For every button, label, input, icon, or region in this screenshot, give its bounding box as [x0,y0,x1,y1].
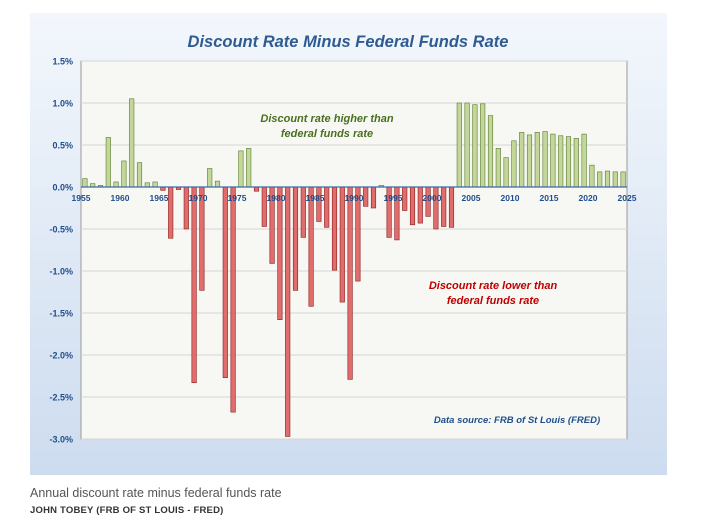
bar-1969 [191,186,197,384]
x-tick-label: 1970 [189,193,208,203]
x-tick-label: 1960 [111,193,130,203]
chart-frame: Discount Rate Minus Federal Funds Rate 1… [30,13,667,475]
bar-2005 [472,104,478,188]
bar-1997 [409,186,416,226]
bar-1992 [370,186,377,209]
chart: Discount Rate Minus Federal Funds Rate 1… [49,33,637,445]
bar-1973 [222,186,228,378]
y-tick-label: -1.0% [49,267,73,277]
bar-1982 [292,186,299,291]
x-tick-label: 2020 [579,193,598,203]
bar-2019 [581,133,587,188]
bar-1959 [113,181,119,188]
bar-2017 [565,136,572,188]
bar-1996 [402,186,408,211]
y-tick-label: 0.0% [52,183,73,193]
bar-2013 [534,132,540,188]
bar-1966 [168,186,174,239]
y-tick-label: 1.5% [52,57,73,67]
bar-1971 [207,168,213,188]
bar-1984 [308,186,314,307]
x-tick-label: 1985 [306,193,325,203]
x-tick-label: 1990 [345,193,364,203]
bar-2008 [495,148,501,188]
bar-2003 [456,102,462,188]
y-axis-ticks: 1.5% 1.0% 0.5% 0.0% -0.5% -1.0% -1.5% -2.0% -2.5… [49,57,73,445]
bar-1963 [144,182,150,188]
bar-2016 [558,135,564,188]
bar-2022 [604,170,611,188]
bar-2010 [511,140,517,188]
x-tick-label: 2025 [618,193,637,203]
bar-1989 [347,186,353,380]
y-tick-label: -3.0% [49,435,73,445]
bar-2021 [597,171,603,188]
x-tick-label: 2000 [423,193,442,203]
bar-2015 [550,133,556,188]
x-tick-label: 2015 [540,193,559,203]
chart-title: Discount Rate Minus Federal Funds Rate [188,33,509,51]
bar-1980 [277,186,283,321]
figure-credit: JOHN TOBEY (FRB OF ST LOUIS - FRED) [30,505,224,516]
bar-1958 [105,137,111,188]
bar-2009 [503,157,509,188]
bar-2014 [542,131,548,188]
x-tick-label: 2005 [462,193,481,203]
bar-2018 [573,137,579,188]
y-tick-label: -1.5% [49,309,73,319]
bar-2006 [480,103,486,188]
x-tick-label: 2010 [501,193,520,203]
bar-1964 [152,181,158,188]
figure-caption: Annual discount rate minus federal funds… [30,486,282,500]
x-tick-label: 1975 [228,193,247,203]
bar-1955 [82,178,88,188]
bar-1975 [238,150,244,188]
x-tick-label: 1995 [384,193,403,203]
data-source-note: Data source: FRB of St Louis (FRED) [434,415,600,426]
x-tick-label: 1955 [72,193,91,203]
x-axis-ticks: 1955 1960 1965 1970 1975 1980 1985 1990 1995 2000… [72,193,637,203]
bar-1988 [339,186,345,303]
bar-1987 [331,186,338,271]
bar-2001 [441,186,447,227]
x-tick-label: 1980 [267,193,286,203]
y-tick-label: 1.0% [52,99,73,109]
bar-1977 [253,186,260,192]
bar-2024 [620,171,626,188]
bar-1986 [324,186,330,228]
y-tick-label: -0.5% [49,225,73,235]
bar-2007 [487,115,494,188]
bar-2012 [526,134,533,188]
bar-2002 [448,186,455,228]
y-tick-label: -2.0% [49,351,73,361]
plot-area [80,60,628,440]
bar-1962 [136,162,143,188]
bar-1991 [363,186,369,207]
x-tick-label: 1965 [150,193,169,203]
y-tick-label: -2.5% [49,393,73,403]
bar-1976 [246,148,252,188]
bar-1961 [129,98,135,188]
annotation-lower: Discount rate lower than federal funds ra… [429,280,558,307]
bar-1972 [214,180,221,188]
bar-2004 [464,102,470,188]
bar-1981 [285,186,291,437]
bar-1960 [121,160,127,188]
bar-2020 [589,164,595,188]
bar-1974 [230,186,236,413]
y-tick-label: 0.5% [52,141,73,151]
bar-2023 [612,171,618,188]
gridlines [81,60,627,440]
bar-2011 [519,132,525,188]
annotation-higher: Discount rate higher than federal funds r… [260,113,394,140]
